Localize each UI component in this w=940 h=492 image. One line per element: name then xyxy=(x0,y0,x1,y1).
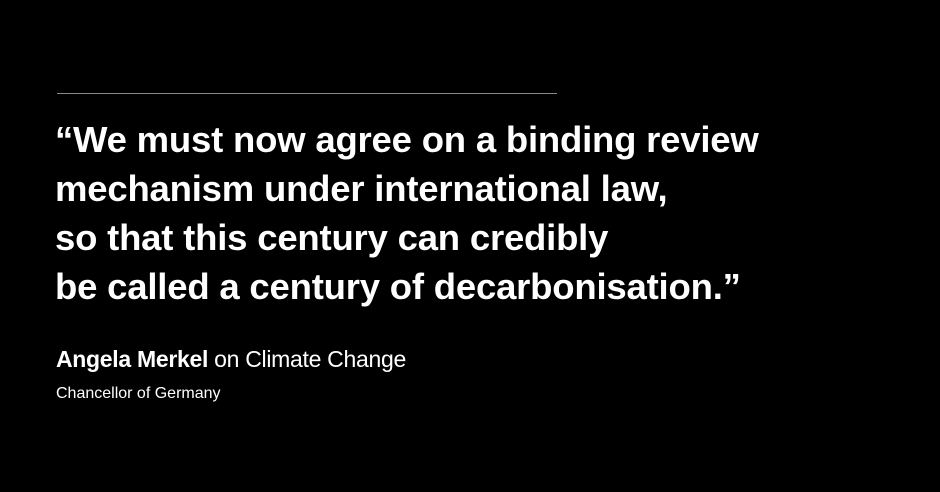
speaker-role: Chancellor of Germany xyxy=(56,385,221,402)
quote-topic: on Climate Change xyxy=(208,346,406,372)
quote-text: “We must now agree on a binding review m… xyxy=(55,115,915,311)
quote-line-3: so that this century can credibly xyxy=(55,217,609,258)
quote-line-1: “We must now agree on a binding review xyxy=(55,119,759,160)
quote-line-4: be called a century of decarbonisation.” xyxy=(55,266,741,307)
speaker-name: Angela Merkel xyxy=(56,346,209,372)
divider-line xyxy=(57,93,557,94)
attribution: Angela Merkel on Climate Change xyxy=(56,344,406,374)
quote-line-2: mechanism under international law, xyxy=(55,168,668,209)
